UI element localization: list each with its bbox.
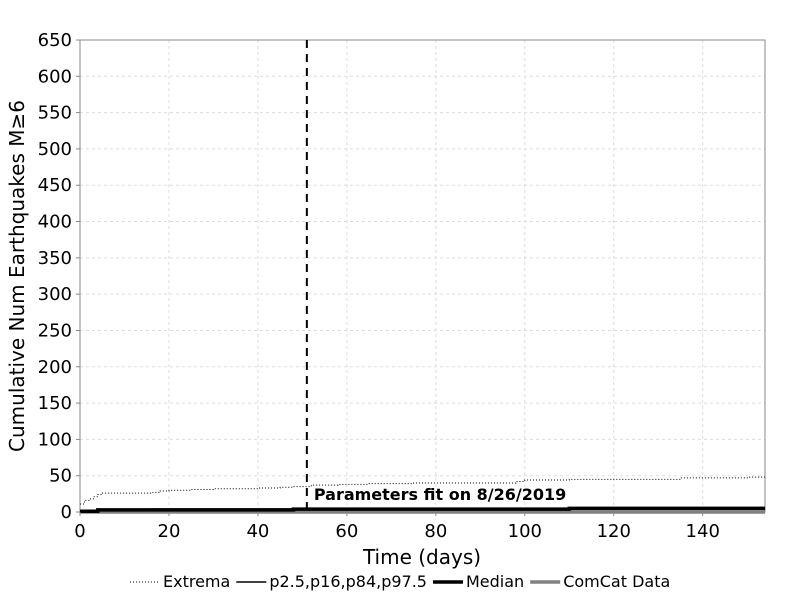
plot-area-frame bbox=[79, 39, 766, 513]
y-axis-title: Cumulative Num Earthquakes M≥6 bbox=[5, 100, 29, 452]
y-tick-label: 550 bbox=[38, 103, 72, 124]
x-tick-label: 40 bbox=[246, 521, 269, 542]
x-tick-label: 120 bbox=[597, 521, 631, 542]
legend-label: p2.5,p16,p84,p97.5 bbox=[269, 572, 427, 591]
y-tick-label: 250 bbox=[38, 320, 72, 341]
fit-date-annotation: Parameters fit on 8/26/2019 bbox=[314, 485, 566, 504]
gridlines bbox=[80, 39, 765, 512]
y-tick-label: 0 bbox=[61, 502, 72, 523]
legend-label: Median bbox=[466, 572, 524, 591]
series-line-extrema bbox=[80, 476, 765, 505]
y-tick-label: 400 bbox=[38, 212, 72, 233]
legend-label: ComCat Data bbox=[563, 572, 670, 591]
x-tick-label: 140 bbox=[686, 521, 720, 542]
y-tick-label: 50 bbox=[49, 466, 72, 487]
series-line-median bbox=[80, 506, 765, 514]
y-tick-label: 500 bbox=[38, 139, 72, 160]
x-tick-label: 20 bbox=[158, 521, 181, 542]
series-layer bbox=[80, 476, 765, 514]
y-tick-label: 350 bbox=[38, 248, 72, 269]
legend-label: Extrema bbox=[163, 572, 230, 591]
x-tick-labels: 0 20 40 60 80 100 120 140 bbox=[74, 512, 720, 542]
y-tick-label: 650 bbox=[38, 30, 72, 51]
y-tick-labels: 0 50 100 150 200 250 300 350 400 450 500 550 600 650 bbox=[38, 30, 80, 523]
y-tick-label: 450 bbox=[38, 175, 72, 196]
x-axis-title: Time (days) bbox=[362, 545, 481, 569]
y-tick-label: 300 bbox=[38, 284, 72, 305]
x-tick-label: 100 bbox=[508, 521, 542, 542]
x-tick-label: 80 bbox=[424, 521, 447, 542]
y-tick-label: 150 bbox=[38, 393, 72, 414]
legend: Extrema p2.5,p16,p84,p97.5 Median ComCat Da… bbox=[130, 572, 670, 591]
y-tick-label: 600 bbox=[38, 66, 72, 87]
y-tick-label: 200 bbox=[38, 357, 72, 378]
x-tick-label: 60 bbox=[335, 521, 358, 542]
y-tick-label: 100 bbox=[38, 429, 72, 450]
x-tick-label: 0 bbox=[74, 521, 85, 542]
